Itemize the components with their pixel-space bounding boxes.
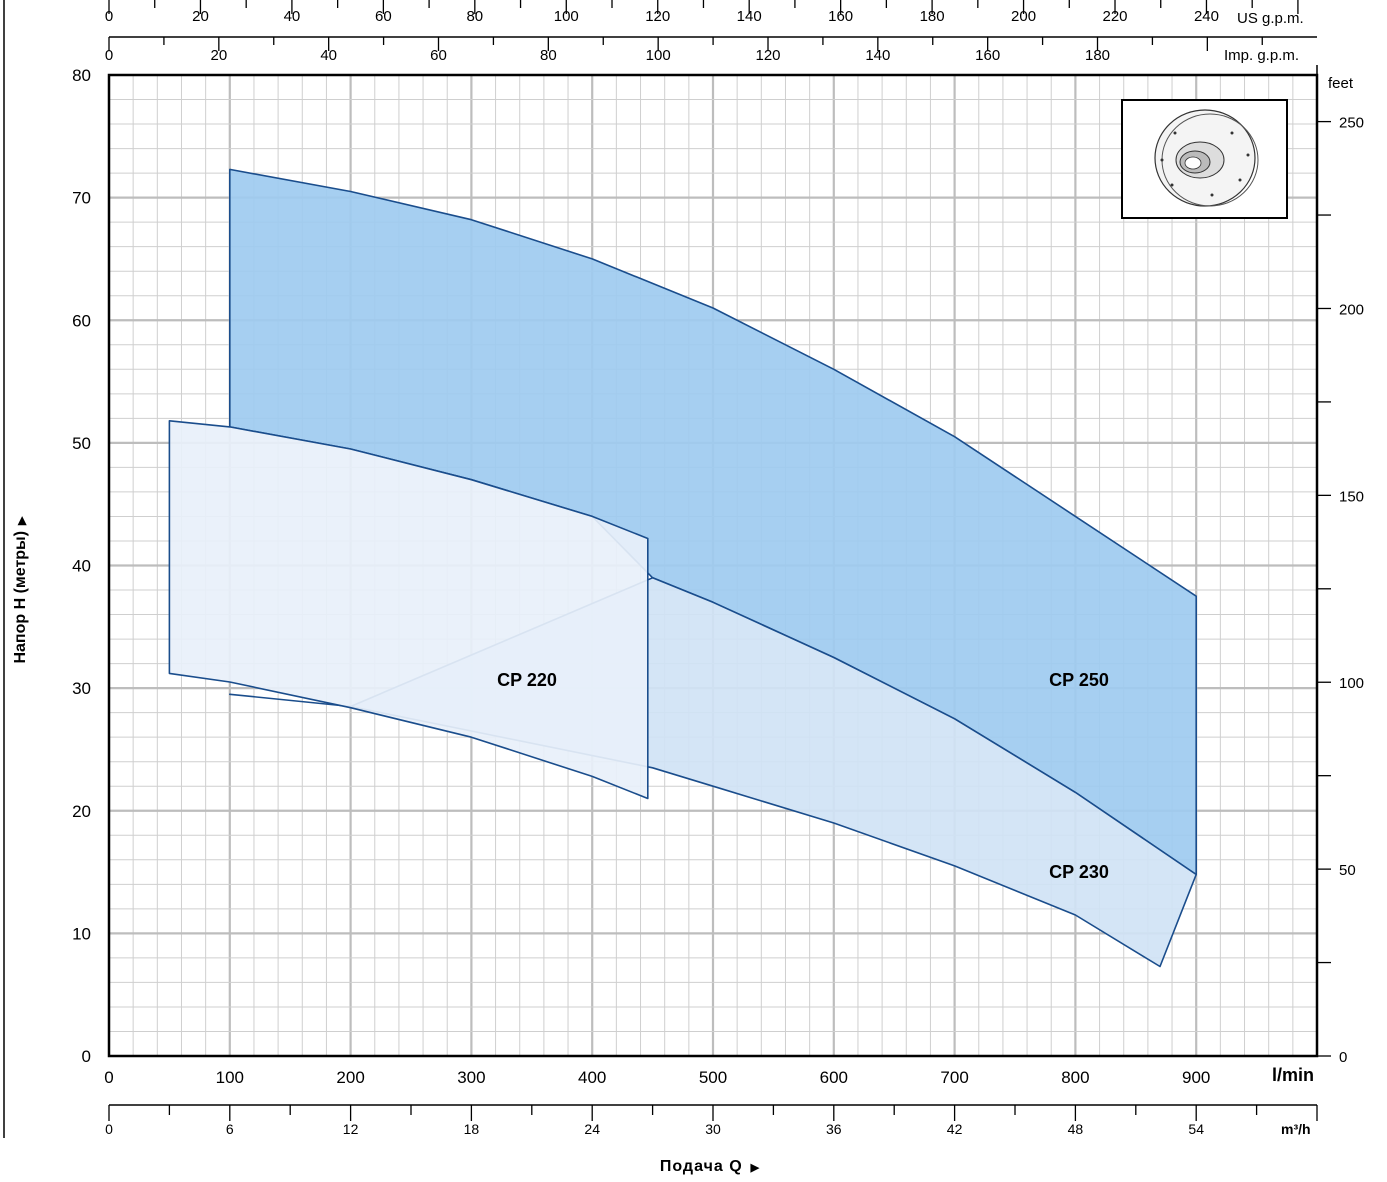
y-tick-label: 60: [72, 311, 91, 330]
y-tick-label: 30: [72, 679, 91, 698]
y-tick-label: 80: [72, 66, 91, 85]
x-tick-label-impgpm: 80: [540, 47, 557, 64]
feet-tick-label: 100: [1339, 675, 1364, 692]
x-tick-label-m3h: 36: [826, 1121, 842, 1137]
x-tick-label-lmin: 500: [699, 1068, 727, 1087]
y-axis-label-box: Напор H (метры)▶: [4, 470, 38, 710]
series-label-cp220: CP 220: [497, 670, 557, 690]
area-cp-220: [168, 420, 649, 800]
x-tick-label-lmin: 600: [820, 1068, 848, 1087]
y-tick-label: 10: [72, 924, 91, 943]
x-tick-label-lmin: 800: [1061, 1068, 1089, 1087]
x-tick-label-impgpm: 20: [210, 47, 227, 64]
x-tick-label-usgpm: 60: [375, 8, 392, 25]
y-tick-label: 70: [72, 189, 91, 208]
curve-areas: [168, 168, 1197, 968]
x-tick-label-m3h: 42: [947, 1121, 963, 1137]
unit-impgpm: Imp. g.p.m.: [1224, 47, 1299, 64]
x-tick-label-usgpm: 200: [1011, 8, 1036, 25]
x-tick-label-impgpm: 160: [975, 47, 1000, 64]
x-tick-label-usgpm: 140: [737, 8, 762, 25]
x-tick-label-usgpm: 80: [466, 8, 483, 25]
unit-lmin: l/min: [1272, 1065, 1314, 1085]
x-tick-label-lmin: 900: [1182, 1068, 1210, 1087]
x-tick-label-impgpm: 120: [755, 47, 780, 64]
unit-usgpm: US g.p.m.: [1237, 10, 1304, 27]
x-tick-label-lmin: 300: [457, 1068, 485, 1087]
x-tick-label-usgpm: 240: [1194, 8, 1219, 25]
x-tick-label-impgpm: 40: [320, 47, 337, 64]
x-tick-label-usgpm: 20: [192, 8, 209, 25]
feet-tick-label: 250: [1339, 115, 1364, 132]
x-tick-label-impgpm: 0: [105, 47, 113, 64]
x-tick-label-m3h: 24: [584, 1121, 600, 1137]
x-tick-label-usgpm: 100: [554, 8, 579, 25]
unit-m3h: m³/h: [1281, 1121, 1311, 1137]
x-tick-label-lmin: 200: [336, 1068, 364, 1087]
x-tick-label-usgpm: 220: [1102, 8, 1127, 25]
feet-tick-label: 50: [1339, 862, 1356, 879]
unit-feet: feet: [1328, 75, 1354, 92]
x-tick-label-m3h: 54: [1188, 1121, 1204, 1137]
pump-impeller-icon: [1121, 99, 1288, 219]
y-tick-label: 20: [72, 802, 91, 821]
x-tick-label-lmin: 100: [216, 1068, 244, 1087]
x-tick-label-m3h: 0: [105, 1121, 113, 1137]
x-tick-label-usgpm: 0: [105, 8, 113, 25]
x-tick-label-usgpm: 180: [920, 8, 945, 25]
x-tick-label-impgpm: 60: [430, 47, 447, 64]
x-tick-label-m3h: 18: [464, 1121, 480, 1137]
x-tick-label-lmin: 700: [940, 1068, 968, 1087]
x-tick-label-m3h: 30: [705, 1121, 721, 1137]
y-tick-label: 40: [72, 557, 91, 576]
x-tick-label-usgpm: 120: [645, 8, 670, 25]
x-axis-label: Подача Q ▶: [659, 1158, 761, 1175]
x-tick-label-m3h: 48: [1068, 1121, 1084, 1137]
feet-tick-label: 0: [1339, 1049, 1347, 1066]
x-tick-label-impgpm: 180: [1085, 47, 1110, 64]
x-tick-label-usgpm: 40: [284, 8, 301, 25]
feet-tick-label: 200: [1339, 301, 1364, 318]
x-tick-label-lmin: 400: [578, 1068, 606, 1087]
x-tick-label-lmin: 0: [104, 1068, 113, 1087]
series-label-cp250: CP 250: [1049, 670, 1109, 690]
x-tick-label-impgpm: 140: [865, 47, 890, 64]
x-tick-label-m3h: 6: [226, 1121, 234, 1137]
y-tick-label: 50: [72, 434, 91, 453]
series-label-cp230: CP 230: [1049, 862, 1109, 882]
y-tick-label: 0: [82, 1047, 91, 1066]
x-tick-label-impgpm: 100: [646, 47, 671, 64]
x-tick-label-m3h: 12: [343, 1121, 359, 1137]
x-tick-label-usgpm: 160: [828, 8, 853, 25]
y-axis-label: Напор H (метры)▶: [12, 516, 29, 664]
feet-tick-label: 150: [1339, 488, 1364, 505]
